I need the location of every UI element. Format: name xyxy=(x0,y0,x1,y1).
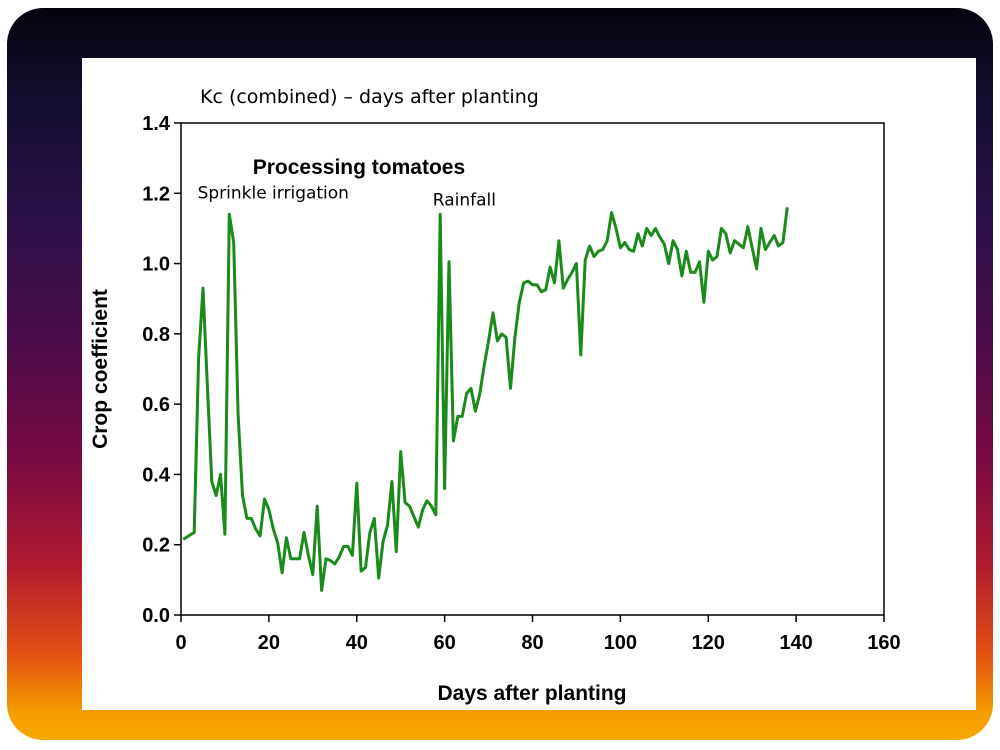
y-tick-label: 0.4 xyxy=(142,464,171,486)
chart-title: Kc (combined) – days after planting xyxy=(200,86,539,108)
slide-background: Kc (combined) – days after planting Proc… xyxy=(7,8,993,740)
y-tick-label: 1.2 xyxy=(142,183,170,205)
y-tick-label: 1.0 xyxy=(142,254,170,276)
x-tick-label: 60 xyxy=(434,632,456,654)
series-line-crop-coefficient xyxy=(182,207,789,592)
x-tick-label: 0 xyxy=(175,632,186,654)
x-tick-label: 80 xyxy=(521,632,543,654)
annotations: Processing tomatoes Sprinkle irrigation Ra… xyxy=(198,156,496,211)
x-tick-label: 40 xyxy=(346,632,368,654)
y-axis-label: Crop coefficient xyxy=(89,289,112,449)
annotation-label: Processing tomatoes xyxy=(253,156,465,179)
x-axis-label: Days after planting xyxy=(437,682,626,705)
y-tick-label: 0.0 xyxy=(142,605,170,627)
x-axis-ticks: 0 20 40 60 80 100 120 140 160 xyxy=(175,615,901,654)
x-tick-label: 100 xyxy=(604,632,637,654)
x-tick-label: 20 xyxy=(258,632,280,654)
line-chart: Kc (combined) – days after planting Proc… xyxy=(89,86,901,705)
plot-frame xyxy=(180,122,885,616)
y-tick-label: 0.2 xyxy=(142,535,170,557)
annotation-label: Sprinkle irrigation xyxy=(198,184,349,204)
chart-panel: Kc (combined) – days after planting Proc… xyxy=(82,58,976,710)
y-axis-ticks: 0.0 0.2 0.4 0.6 0.8 1.0 1.2 1.4 xyxy=(142,113,181,627)
y-tick-label: 0.8 xyxy=(142,324,170,346)
x-tick-label: 160 xyxy=(867,632,900,654)
x-tick-label: 140 xyxy=(779,632,812,654)
x-tick-label: 120 xyxy=(692,632,725,654)
y-tick-label: 0.6 xyxy=(142,394,170,416)
y-tick-label: 1.4 xyxy=(142,113,171,135)
annotation-label: Rainfall xyxy=(433,191,496,211)
